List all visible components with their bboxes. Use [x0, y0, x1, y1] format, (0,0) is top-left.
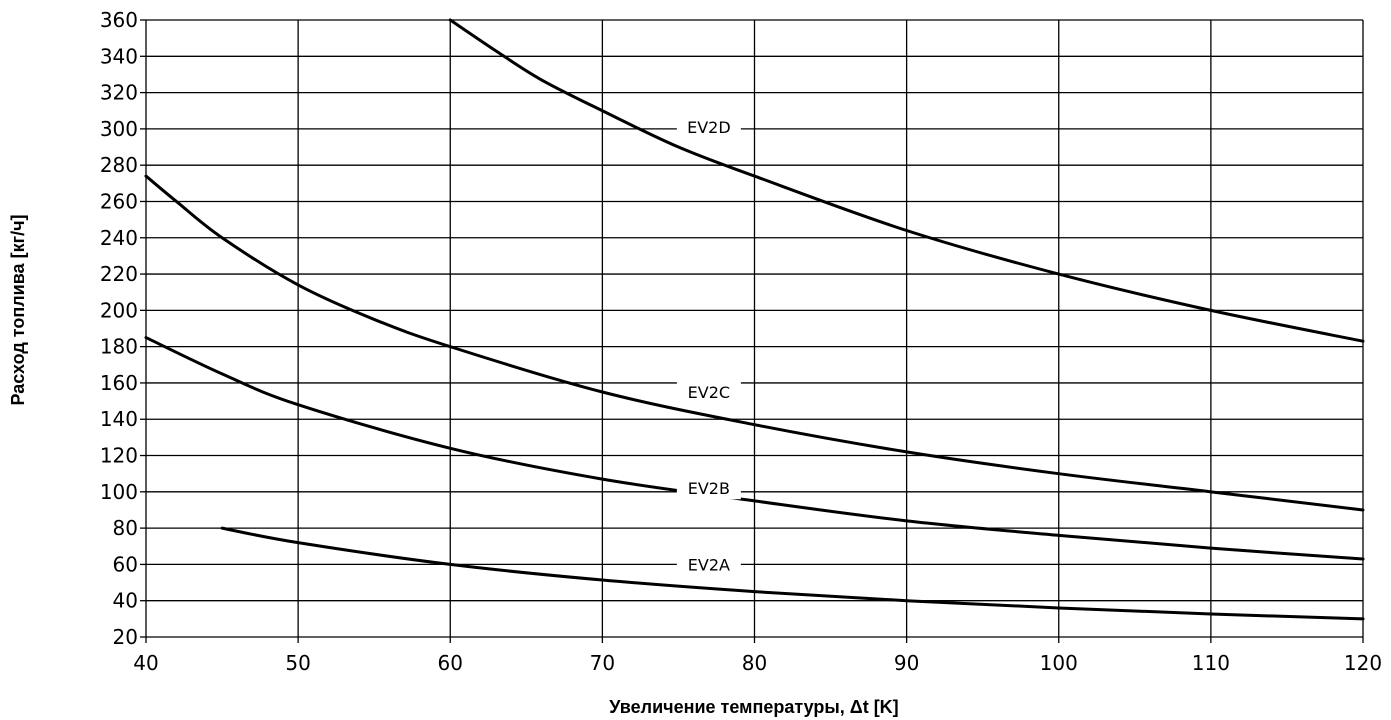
x-tick-label: 120 [1344, 651, 1382, 675]
y-tick-label: 200 [100, 298, 138, 322]
series-label-text: EV2D [687, 118, 731, 137]
series-line-ev2c [144, 174, 1365, 512]
series-label-ev2b: EV2B [676, 477, 741, 500]
series-label-text: EV2A [688, 555, 730, 574]
label-background [676, 553, 741, 576]
y-tick-label: 80 [113, 516, 138, 540]
x-tick-label: 100 [1040, 651, 1078, 675]
series-label-ev2a: EV2A [676, 553, 741, 576]
y-tick-label: 100 [100, 480, 138, 504]
series-label-ev2d: EV2D [676, 116, 741, 139]
x-tick-label: 110 [1192, 651, 1230, 675]
grid [140, 19, 1364, 643]
y-tick-label: 20 [113, 625, 138, 649]
y-tick-label: 280 [100, 153, 138, 177]
x-tick-label: 40 [133, 651, 158, 675]
tick-labels: 2040608010012014016018020022024026028030… [100, 8, 1382, 675]
x-tick-label: 70 [590, 651, 615, 675]
y-tick-label: 40 [113, 589, 138, 613]
y-axis-title: Расход топлива [кг/ч] [8, 214, 28, 405]
y-tick-label: 140 [100, 407, 138, 431]
y-tick-label: 320 [100, 81, 138, 105]
x-tick-label: 50 [285, 651, 310, 675]
series-line-ev2a [220, 526, 1365, 621]
y-tick-label: 360 [100, 8, 138, 32]
x-axis-title: Увеличение температуры, Δt [K] [609, 697, 898, 717]
label-background [676, 116, 741, 139]
label-background [676, 381, 741, 404]
x-tick-label: 90 [894, 651, 919, 675]
series-line-ev2d [448, 18, 1365, 343]
y-tick-label: 220 [100, 262, 138, 286]
series-label-ev2c: EV2C [676, 381, 741, 404]
x-tick-label: 60 [438, 651, 463, 675]
y-tick-label: 340 [100, 44, 138, 68]
y-tick-label: 160 [100, 371, 138, 395]
y-tick-label: 240 [100, 226, 138, 250]
y-tick-label: 260 [100, 189, 138, 213]
series-label-text: EV2C [688, 383, 730, 402]
y-tick-label: 180 [100, 335, 138, 359]
label-background [676, 477, 741, 500]
x-tick-label: 80 [742, 651, 767, 675]
y-tick-label: 300 [100, 117, 138, 141]
series-label-text: EV2B [688, 479, 730, 498]
y-tick-label: 120 [100, 444, 138, 468]
y-tick-label: 60 [113, 552, 138, 576]
series-labels: EV2A EV2B EV2C EV2D [676, 116, 741, 576]
